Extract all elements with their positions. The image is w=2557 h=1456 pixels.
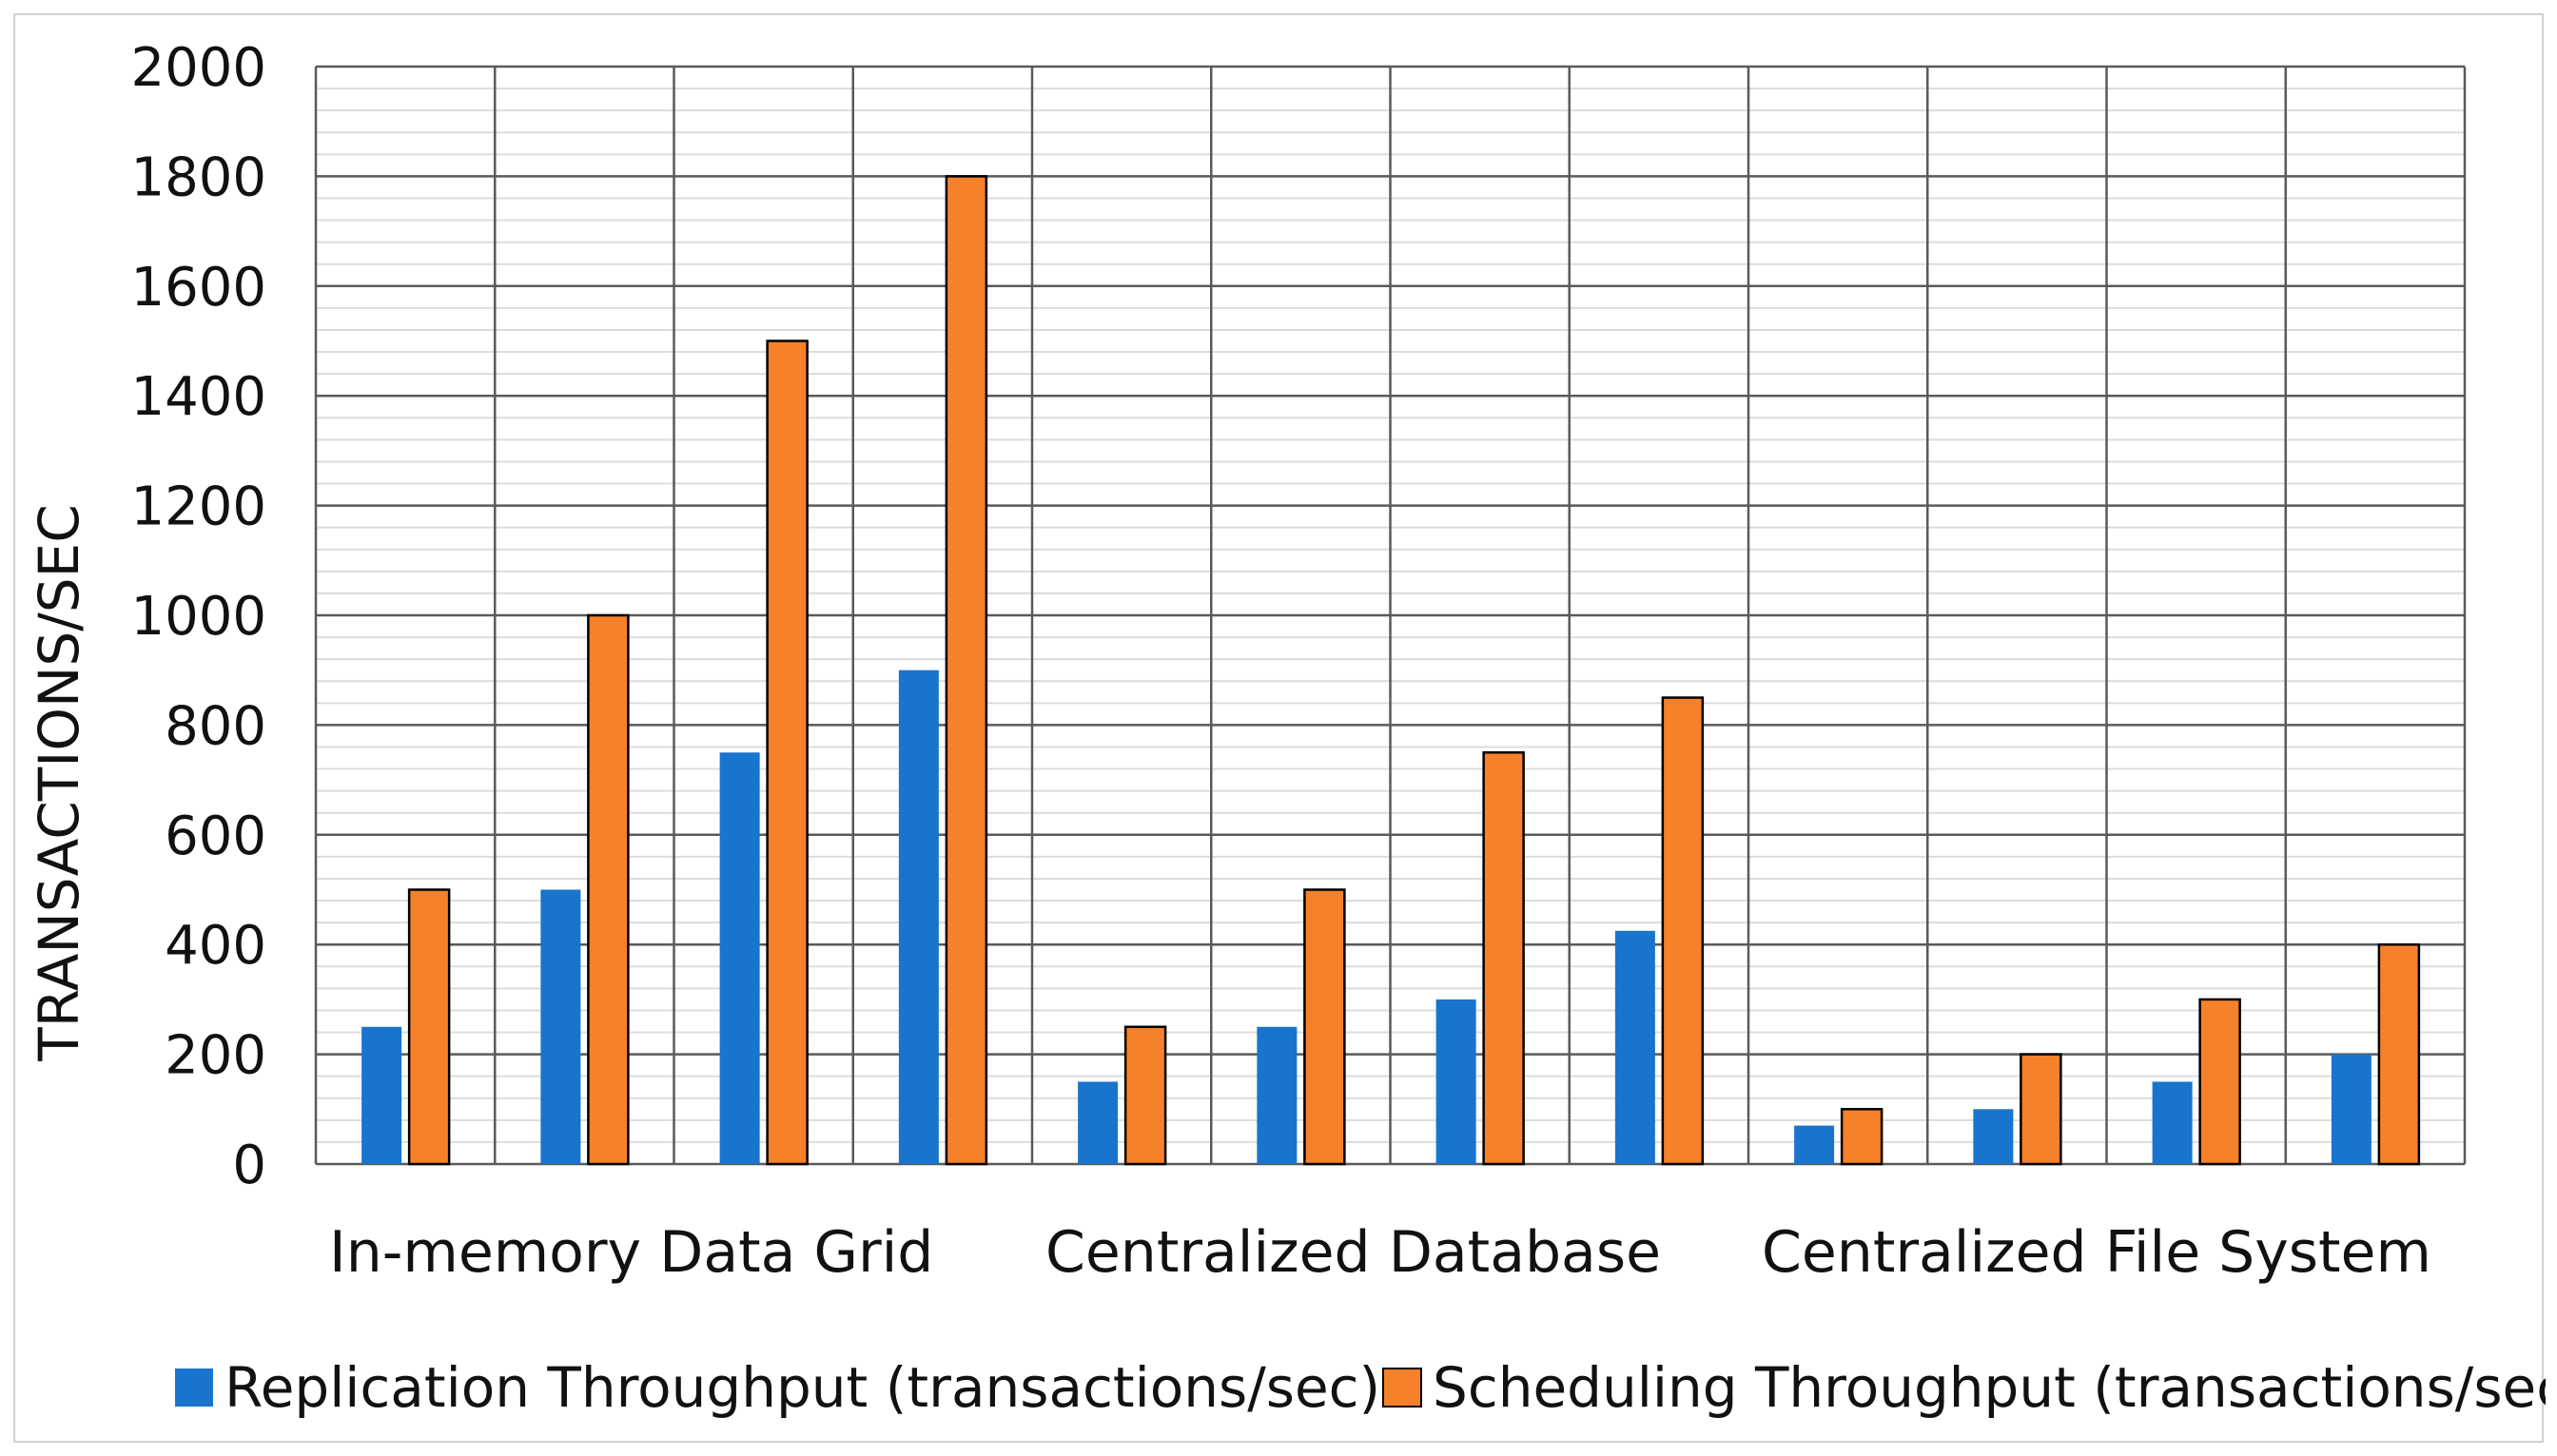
y-tick-label: 1600: [130, 257, 266, 319]
replication-bar: [1435, 999, 1476, 1164]
y-tick-label: 200: [165, 1025, 266, 1087]
replication-bar: [1614, 930, 1655, 1164]
y-axis-title: TRANSACTIONS/SEC: [27, 504, 91, 1061]
group-label: Centralized Database: [1045, 1219, 1661, 1286]
y-tick-label: 400: [165, 915, 266, 977]
y-tick-label: 600: [165, 806, 266, 867]
replication-bar: [719, 752, 760, 1164]
replication-bar: [898, 670, 939, 1164]
scheduling-bar: [2198, 998, 2241, 1166]
group-label: In-memory Data Grid: [329, 1219, 933, 1286]
legend-swatch: [175, 1369, 213, 1407]
group-labels: In-memory Data Grid Centralized Database C…: [329, 1219, 2431, 1286]
replication-bar: [540, 889, 581, 1164]
legend-swatch: [1382, 1368, 1422, 1407]
scheduling-bar: [1303, 888, 1346, 1166]
y-tick-label: 0: [232, 1135, 266, 1196]
replication-bar: [1794, 1125, 1835, 1164]
scheduling-bar: [2377, 942, 2421, 1166]
bar-chart: 0 200 400 600 800 1000 1200 1400 1600 1800 2000 In…: [27, 37, 2546, 1420]
y-tick-label: 1400: [130, 366, 266, 428]
scheduling-bar: [945, 175, 988, 1166]
legend-label: Scheduling Throughput (transactions/sec): [1433, 1355, 2546, 1420]
scheduling-bar: [407, 888, 451, 1166]
group-label: Centralized File System: [1762, 1219, 2431, 1286]
replication-bar: [1257, 1026, 1298, 1164]
major-gridlines: [314, 65, 2467, 1166]
y-tick-labels: 0 200 400 600 800 1000 1200 1400 1600 1800 2000: [130, 37, 266, 1196]
bars: [361, 175, 2421, 1166]
y-tick-label: 1800: [130, 146, 266, 208]
replication-bar: [2331, 1054, 2372, 1164]
legend: Replication Throughput (transactions/sec…: [175, 1355, 2546, 1420]
scheduling-bar: [1661, 696, 1705, 1166]
scheduling-bar: [766, 340, 809, 1166]
y-tick-label: 1000: [130, 586, 266, 648]
scheduling-bar: [587, 613, 630, 1166]
legend-label: Replication Throughput (transactions/sec…: [224, 1355, 1380, 1420]
chart-frame: 0 200 400 600 800 1000 1200 1400 1600 1800 2000 In…: [13, 13, 2546, 1443]
replication-bar: [1973, 1109, 2014, 1164]
replication-bar: [2152, 1081, 2193, 1164]
replication-bar: [1078, 1081, 1119, 1164]
replication-bar: [361, 1026, 402, 1164]
scheduling-bar: [1840, 1108, 1884, 1166]
y-tick-label: 800: [165, 695, 266, 757]
scheduling-bar: [1123, 1025, 1167, 1166]
y-tick-label: 2000: [130, 37, 266, 99]
scheduling-bar: [1482, 751, 1525, 1166]
y-tick-label: 1200: [130, 476, 266, 538]
scheduling-bar: [2020, 1053, 2062, 1166]
